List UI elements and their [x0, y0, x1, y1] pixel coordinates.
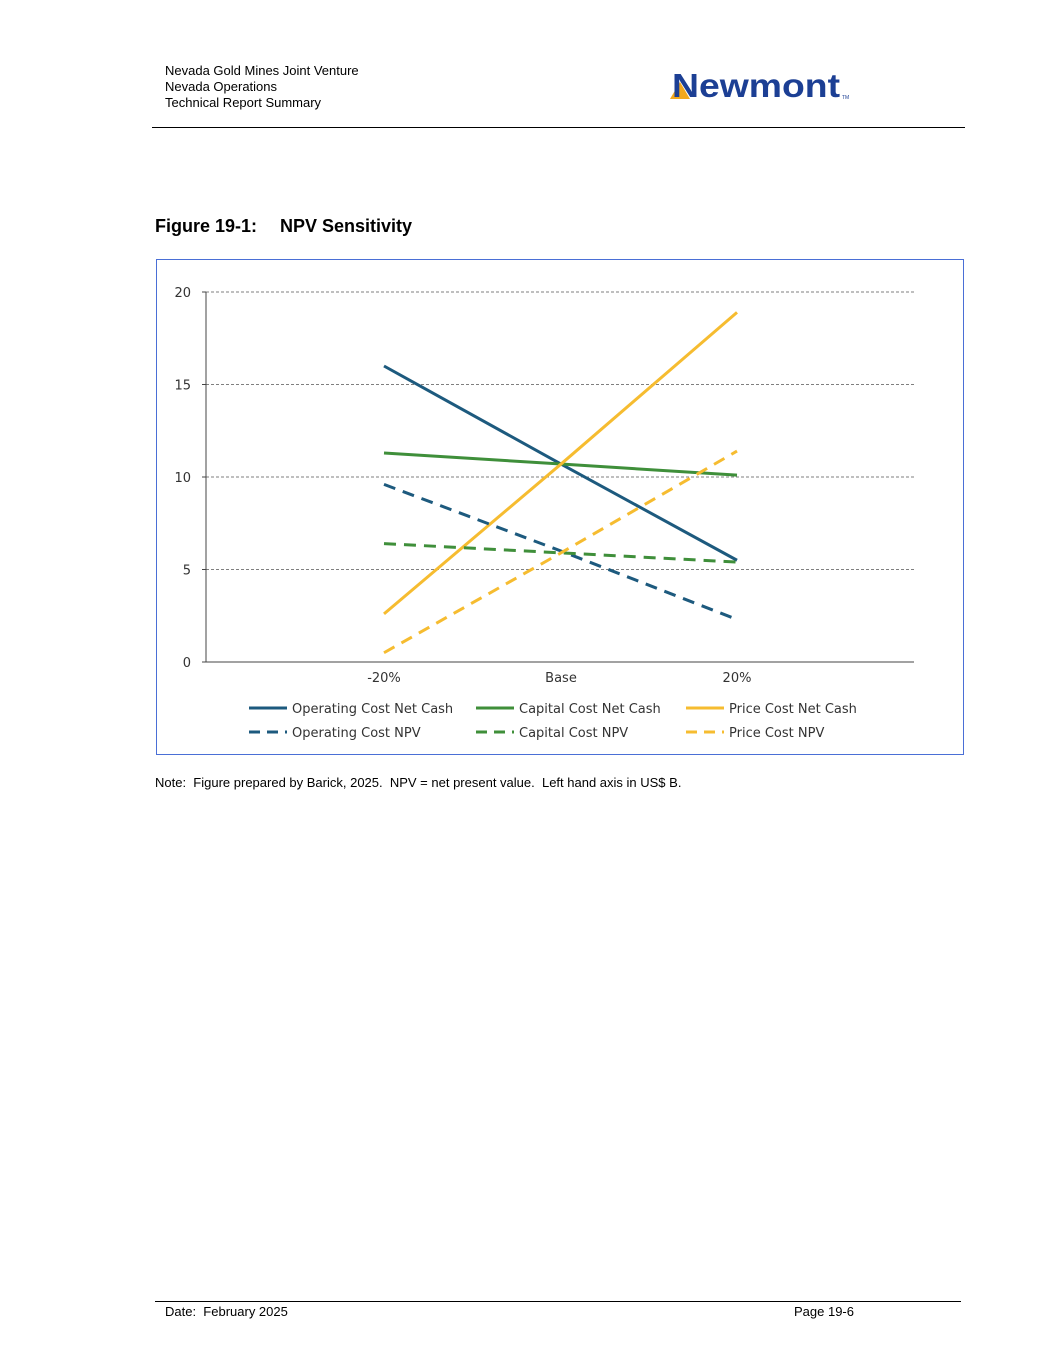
legend-label-0: Operating Cost Net Cash	[292, 702, 453, 717]
npv-sensitivity-chart: 0 5 10 15 20 -20% Base 20% Operating Cost Net Ca…	[174, 286, 914, 741]
y-tick-label-3: 15	[174, 379, 191, 394]
header-line-company: Nevada Gold Mines Joint Venture	[165, 63, 359, 78]
header-line-report: Technical Report Summary	[165, 95, 322, 110]
legend-label-2: Price Cost Net Cash	[729, 702, 857, 717]
logo-trademark: TM	[842, 95, 849, 101]
header-line-operations: Nevada Operations	[165, 79, 278, 94]
logo-wordmark: Newmont	[672, 67, 840, 104]
newmont-logo: Newmont TM	[670, 67, 849, 104]
header-text-block: Nevada Gold Mines Joint Venture Nevada O…	[165, 63, 359, 111]
footer-page-number: Page 19-6	[794, 1304, 854, 1319]
legend-label-5: Price Cost NPV	[729, 726, 824, 741]
header-divider	[152, 127, 965, 128]
footer-date: Date: February 2025	[165, 1304, 288, 1319]
y-tick-label-0: 0	[183, 656, 191, 671]
series-line-2	[383, 311, 738, 616]
series-line-5	[383, 449, 738, 655]
y-tick-label-2: 10	[174, 471, 191, 486]
legend-label-3: Operating Cost NPV	[292, 726, 421, 741]
legend-label-1: Capital Cost Net Cash	[519, 702, 661, 717]
figure-title: NPV Sensitivity	[280, 216, 413, 236]
logo-accent-triangle	[670, 82, 690, 99]
figure-caption: Figure 19-1: NPV Sensitivity	[155, 216, 412, 237]
y-tick-label-4: 20	[174, 286, 191, 301]
figure-note: Note: Figure prepared by Barick, 2025. N…	[155, 775, 682, 790]
x-tick-label-1: Base	[545, 671, 577, 686]
x-tick-label-0: -20%	[367, 671, 401, 686]
series-line-3	[383, 482, 738, 621]
chart-frame: 0 5 10 15 20 -20% Base 20% Operating Cost Net Ca…	[156, 259, 964, 755]
legend-label-4: Capital Cost NPV	[519, 726, 628, 741]
x-tick-label-2: 20%	[723, 671, 752, 686]
footer-divider	[155, 1301, 961, 1302]
figure-number: Figure 19-1:	[155, 216, 258, 236]
y-tick-label-1: 5	[183, 564, 191, 579]
